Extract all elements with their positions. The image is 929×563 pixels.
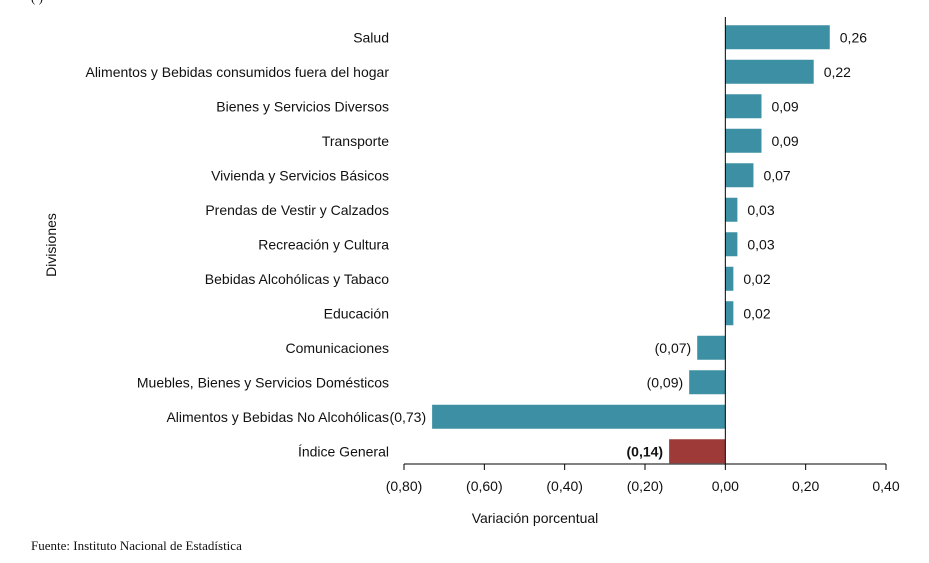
value-label-11: (0,73) [390, 409, 427, 425]
category-label-8: Educación [324, 305, 389, 321]
category-label-7: Bebidas Alcohólicas y Tabaco [205, 271, 389, 287]
bar-5 [725, 197, 738, 222]
value-label-6: 0,03 [747, 236, 774, 252]
value-label-4: 0,07 [763, 167, 790, 183]
bar-3 [725, 128, 762, 153]
value-label-0: 0,26 [840, 29, 867, 45]
category-label-0: Salud [353, 29, 389, 45]
category-label-9: Comunicaciones [286, 340, 390, 356]
value-label-5: 0,03 [747, 202, 774, 218]
header-fragment: ( ) [31, 0, 43, 6]
bar-1 [725, 59, 814, 84]
value-label-3: 0,09 [771, 133, 798, 149]
x-tick-label-2: (0,40) [546, 478, 583, 494]
value-labels: 0,26 0,22 0,09 0,09 0,07 0,03 0,03 0,02 0,02 (0,0… [390, 29, 868, 459]
category-label-1: Alimentos y Bebidas consumidos fuera del… [85, 64, 389, 80]
value-label-7: 0,02 [743, 271, 770, 287]
bar-10 [689, 370, 726, 395]
x-axis-title: Variación porcentual [472, 510, 599, 526]
value-label-8: 0,02 [743, 305, 770, 321]
bar-6 [725, 232, 738, 257]
value-label-10: (0,09) [647, 374, 684, 390]
bars-group [432, 25, 830, 464]
category-label-11: Alimentos y Bebidas No Alcohólicas [166, 409, 389, 425]
bar-0 [725, 25, 830, 50]
value-label-1: 0,22 [824, 64, 851, 80]
x-axis: (0,80) (0,60) (0,40) (0,20) 0,00 0,20 0,40 [386, 17, 900, 494]
bar-chart: Salud Alimentos y Bebidas consumidos fuer… [43, 17, 900, 526]
source-note: Fuente: Instituto Nacional de Estadístic… [31, 538, 242, 553]
bar-8 [725, 301, 734, 326]
category-label-12: Índice General [298, 443, 389, 459]
category-labels: Salud Alimentos y Bebidas consumidos fuer… [85, 29, 389, 459]
x-tick-label-1: (0,60) [466, 478, 503, 494]
y-axis-title: Divisiones [43, 213, 59, 277]
bar-7 [725, 266, 734, 291]
category-label-2: Bienes y Servicios Diversos [216, 98, 389, 114]
bar-12 [669, 439, 726, 464]
value-label-9: (0,07) [655, 340, 692, 356]
category-label-5: Prendas de Vestir y Calzados [205, 202, 389, 218]
bar-9 [697, 335, 726, 360]
bar-11 [432, 404, 726, 429]
x-tick-label-6: 0,40 [872, 478, 899, 494]
category-label-3: Transporte [322, 133, 389, 149]
bar-2 [725, 94, 762, 119]
x-tick-label-5: 0,20 [792, 478, 819, 494]
category-label-4: Vivienda y Servicios Básicos [211, 167, 389, 183]
x-tick-label-4: 0,00 [712, 478, 739, 494]
category-label-10: Muebles, Bienes y Servicios Domésticos [137, 374, 389, 390]
category-label-6: Recreación y Cultura [258, 236, 389, 252]
bar-4 [725, 163, 754, 188]
value-label-12: (0,14) [627, 443, 664, 459]
x-tick-label-3: (0,20) [627, 478, 664, 494]
value-label-2: 0,09 [771, 98, 798, 114]
x-tick-label-0: (0,80) [386, 478, 423, 494]
